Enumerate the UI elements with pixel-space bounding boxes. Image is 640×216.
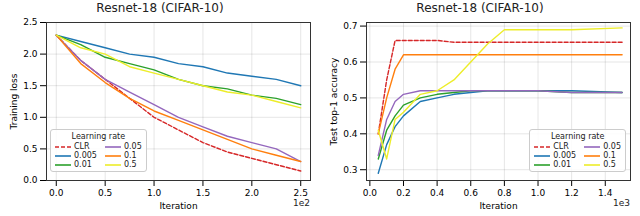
html-text:1e2: 1e2 — [293, 198, 310, 208]
svg-text:0.5: 0.5 — [23, 144, 37, 154]
html-text:1e3: 1e3 — [613, 198, 630, 208]
html-text:CLR: CLR — [74, 142, 90, 151]
svg-text:0.6: 0.6 — [343, 57, 358, 67]
svg-text:1.0: 1.0 — [531, 188, 546, 198]
svg-text:2.5: 2.5 — [294, 188, 308, 198]
svg-text:0.4: 0.4 — [343, 129, 358, 139]
svg-text:Iteration: Iteration — [479, 201, 517, 211]
svg-text:1.2: 1.2 — [564, 188, 578, 198]
svg-text:1.5: 1.5 — [196, 188, 210, 198]
html-text:0.005: 0.005 — [553, 151, 577, 160]
svg-text:2.0: 2.0 — [245, 188, 260, 198]
html-text:CLR: CLR — [553, 142, 569, 151]
html-text:Resnet-18 (CIFAR-10): Resnet-18 (CIFAR-10) — [96, 1, 224, 15]
svg-text:0.0: 0.0 — [49, 188, 64, 198]
svg-text:0.5: 0.5 — [98, 188, 112, 198]
html-text:0.1: 0.1 — [603, 151, 616, 160]
svg-text:0.6: 0.6 — [464, 188, 479, 198]
html-text:0.5: 0.5 — [603, 160, 616, 169]
svg-text:1.0: 1.0 — [23, 112, 38, 122]
svg-text:0.5: 0.5 — [343, 93, 357, 103]
html-text:0.01: 0.01 — [553, 160, 572, 169]
svg-text:Training loss: Training loss — [9, 73, 19, 130]
svg-text:0.8: 0.8 — [497, 188, 512, 198]
svg-text:2.0: 2.0 — [23, 49, 38, 59]
html-text:0.01: 0.01 — [74, 160, 92, 169]
svg-text:Iteration: Iteration — [159, 201, 197, 211]
svg-text:Test top-1 accuracy: Test top-1 accuracy — [329, 57, 339, 146]
svg-text:1.0: 1.0 — [147, 188, 162, 198]
html-text:Learning rate: Learning rate — [71, 132, 126, 141]
html-text:0.05: 0.05 — [603, 142, 621, 151]
svg-text:0.0: 0.0 — [363, 188, 378, 198]
html-text:0.05: 0.05 — [123, 142, 142, 151]
html-text:0.5: 0.5 — [123, 160, 137, 169]
html-text:0.1: 0.1 — [123, 151, 137, 160]
svg-text:0.7: 0.7 — [343, 21, 357, 31]
svg-text:0.0: 0.0 — [23, 175, 38, 185]
html-text:0.005: 0.005 — [74, 151, 97, 160]
svg-text:0.2: 0.2 — [396, 188, 410, 198]
svg-text:0.3: 0.3 — [343, 165, 357, 175]
html-text:Learning rate: Learning rate — [550, 132, 605, 141]
svg-text:0.4: 0.4 — [430, 188, 445, 198]
svg-text:1.5: 1.5 — [23, 81, 37, 91]
svg-text:1.4: 1.4 — [598, 188, 613, 198]
svg-text:2.5: 2.5 — [23, 17, 37, 27]
html-text:Resnet-18 (CIFAR-10): Resnet-18 (CIFAR-10) — [416, 1, 544, 15]
